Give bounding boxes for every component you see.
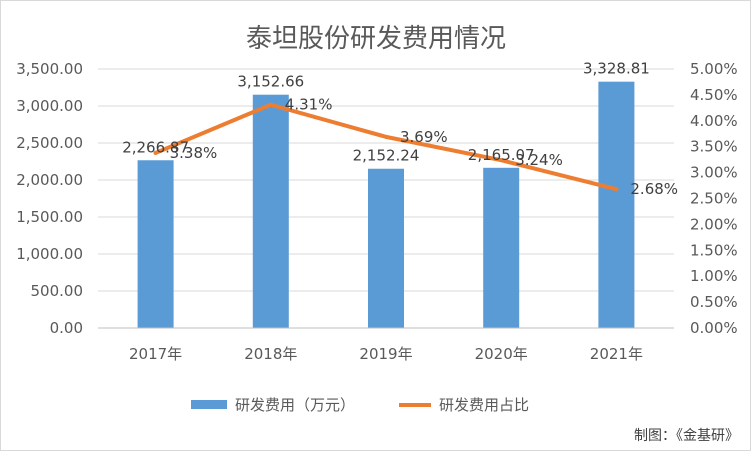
line-point [614, 187, 619, 192]
line-point [268, 102, 273, 107]
line-point [499, 158, 504, 163]
line-data-label: 3.38% [170, 144, 218, 162]
bar-series [137, 81, 635, 329]
y-right-tick-label: 4.00% [690, 112, 738, 130]
legend-bar-swatch [191, 400, 227, 409]
line-point [384, 134, 388, 139]
legend-line-label: 研发费用占比 [439, 396, 529, 414]
left-axis: 0.00 500.00 1,000.00 1,500.00 2,000.00 2,500.… [16, 60, 83, 337]
bar [252, 94, 289, 329]
y-right-tick-label: 1.00% [690, 267, 738, 285]
line-data-label: 3.24% [515, 151, 563, 169]
y-right-tick-label: 4.50% [690, 86, 738, 104]
y-left-tick-label: 3,500.00 [16, 60, 83, 78]
y-right-tick-label: 3.50% [690, 138, 738, 156]
x-tick-label: 2018年 [244, 345, 297, 363]
x-tick-label: 2021年 [590, 345, 643, 363]
y-right-tick-label: 5.00% [690, 60, 738, 78]
y-left-tick-label: 2,000.00 [16, 171, 83, 189]
legend: 研发费用（万元） 研发费用占比 [191, 396, 529, 414]
chart-title: 泰坦股份研发费用情况 [246, 24, 506, 54]
y-right-tick-label: 2.50% [690, 190, 738, 208]
bar [368, 168, 404, 328]
x-tick-label: 2019年 [359, 345, 412, 363]
line-data-label: 4.31% [285, 96, 333, 114]
x-tick-label: 2017年 [129, 345, 182, 363]
bar-data-label: 2,165.07 [468, 146, 535, 164]
line-data-label: 2.68% [630, 180, 678, 198]
line-data-label: 3.69% [400, 128, 448, 146]
bar-data-label: 3,152.66 [237, 73, 304, 91]
bar-data-label: 2,152.24 [353, 147, 420, 165]
y-left-tick-label: 2,500.00 [16, 134, 83, 152]
source-credit: 制图：《金基研》 [634, 427, 739, 444]
x-tick-label: 2020年 [475, 345, 528, 363]
line-point [153, 150, 158, 155]
bar-data-label: 2,266.87 [122, 138, 189, 156]
y-left-tick-label: 3,000.00 [16, 97, 83, 115]
y-right-tick-label: 2.00% [690, 215, 738, 233]
bar-data-label: 3,328.81 [583, 60, 650, 78]
y-right-tick-label: 3.00% [690, 164, 738, 182]
y-left-tick-label: 0.00 [50, 319, 83, 337]
bar-data-labels: 2,266.87 3,152.66 2,152.24 2,165.07 3,328.81 [122, 60, 650, 165]
y-right-tick-label: 1.50% [690, 241, 738, 259]
y-right-tick-label: 0.00% [690, 319, 738, 337]
line-data-labels: 3.38% 4.31% 3.69% 3.24% 2.68% [170, 96, 678, 198]
bar [137, 160, 174, 328]
bar [598, 81, 635, 328]
y-left-tick-label: 500.00 [31, 282, 84, 300]
y-right-tick-label: 0.50% [690, 293, 738, 311]
line-series [153, 102, 619, 192]
y-left-tick-label: 1,500.00 [16, 208, 83, 226]
y-left-tick-label: 1,000.00 [16, 245, 83, 263]
x-axis: 2017年 2018年 2019年 2020年 2021年 [98, 327, 674, 363]
bar [483, 167, 520, 328]
legend-bar-label: 研发费用（万元） [235, 396, 355, 414]
right-axis: 0.00% 0.50% 1.00% 1.50% 2.00% 2.50% 3.00% 3.50%… [690, 60, 738, 337]
